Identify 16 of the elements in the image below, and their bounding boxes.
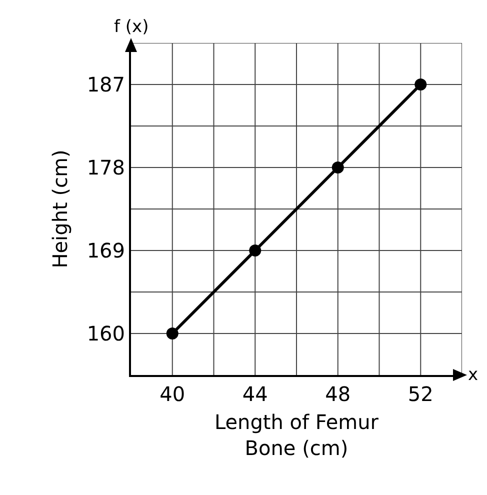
text: x bbox=[468, 365, 478, 385]
point bbox=[166, 328, 178, 340]
x-axis-title: Length of Femur Bone (cm) bbox=[214, 410, 380, 460]
y-tick-label: 178 bbox=[86, 156, 125, 180]
x-tick-label: 40 bbox=[160, 382, 186, 406]
text: f (x) bbox=[114, 17, 149, 37]
point bbox=[414, 78, 427, 90]
x-tick-label: 48 bbox=[325, 382, 351, 406]
point bbox=[332, 162, 344, 174]
point bbox=[249, 244, 262, 256]
x-tick-label: 44 bbox=[242, 382, 268, 406]
y-tick-label: 160 bbox=[86, 322, 125, 346]
y-axis-title: Height (cm) bbox=[48, 150, 72, 268]
y-tick-label: 169 bbox=[86, 238, 125, 262]
y-tick-label: 187 bbox=[86, 72, 125, 96]
x-tick-label: 52 bbox=[408, 382, 434, 406]
